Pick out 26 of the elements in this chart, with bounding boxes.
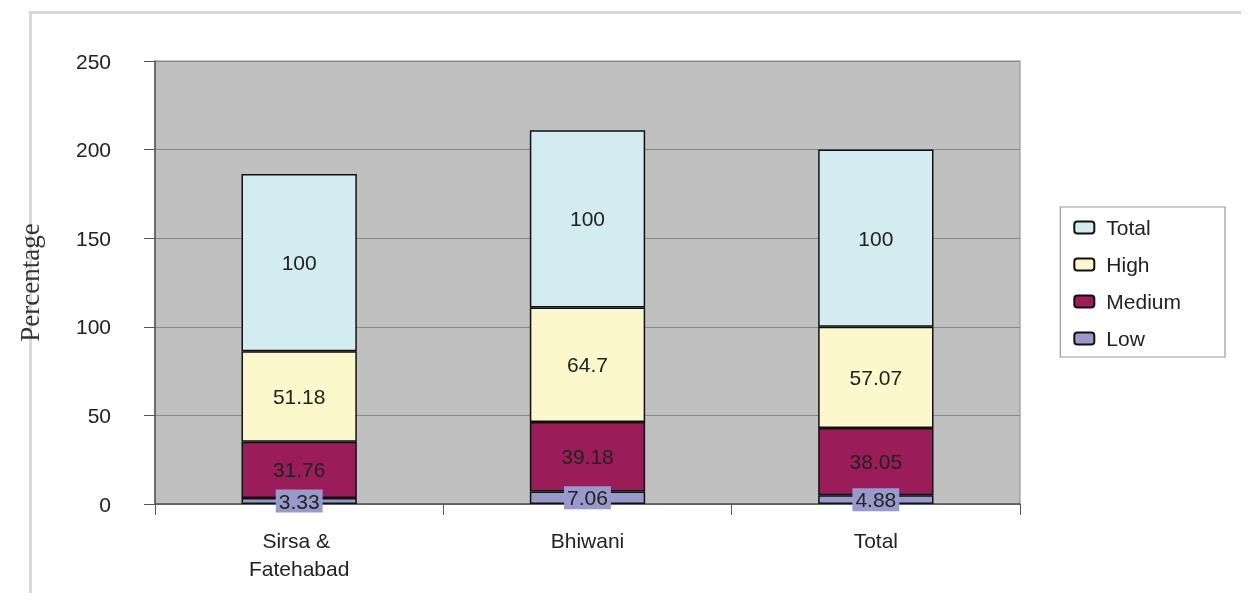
data-label: 57.07 [849,365,903,389]
x-tick-label: Bhiwani [550,528,625,552]
y-tick-label: 0 [99,492,111,516]
y-axis-title: Percentage [14,223,45,342]
data-label: 39.18 [561,445,614,469]
data-label: 38.05 [849,450,903,474]
data-label: 100 [281,251,317,275]
legend-label: Low [1106,327,1146,350]
y-tick-label: 150 [75,226,111,250]
y-tick-label: 250 [75,49,111,73]
data-label: 64.7 [567,353,608,377]
data-label: 4.88 [855,488,897,512]
data-label: 100 [858,226,894,250]
data-label: 100 [569,207,606,231]
data-label: 3.33 [278,489,320,513]
y-tick-label: 100 [75,315,111,339]
y-tick-label: 50 [87,403,111,427]
data-label: 51.18 [272,384,326,408]
legend-label: Total [1106,216,1151,239]
data-label: 7.06 [567,486,608,510]
legend-label: Medium [1106,290,1182,313]
x-tick-label: Sirsa & Fatehabad [248,528,350,580]
x-tick-label: Total [853,528,899,552]
data-label: 31.76 [272,458,326,482]
legend-label: High [1106,253,1150,276]
y-tick-label: 200 [75,138,111,162]
